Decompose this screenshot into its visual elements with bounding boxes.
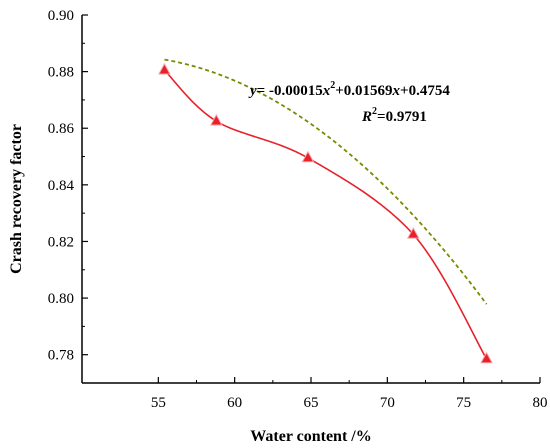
x-tick-label: 70: [380, 395, 395, 411]
data-point-marker: [301, 150, 315, 163]
r2-value: =0.9791: [377, 109, 427, 125]
data-point-marker: [406, 227, 420, 239]
series-line-layer: [163, 69, 488, 360]
x-tick-label: 55: [151, 395, 166, 411]
y-tick-label: 0.78: [48, 348, 74, 364]
eq-part-1: = -0.00015: [257, 83, 323, 99]
y-tick-label: 0.90: [48, 8, 74, 24]
series-marker-layer: [158, 62, 493, 364]
x-tick-label: 75: [456, 395, 471, 411]
x-axis-title: Water content /%: [250, 428, 371, 445]
data-point-marker: [158, 62, 171, 75]
y-tick-label: 0.84: [48, 178, 75, 194]
y-tick-label: 0.80: [48, 291, 74, 307]
fit-equation-label: y= -0.00015x2+0.01569x+0.4754: [248, 80, 450, 99]
x-axis-ticks: 55 60 65 70 75 80: [151, 377, 548, 411]
y-tick-label: 0.86: [48, 121, 75, 137]
y-tick-label: 0.82: [48, 234, 74, 250]
y-axis-title: Crash recovery factor: [8, 124, 25, 274]
plot-frame: [81, 15, 540, 384]
x-tick-label: 80: [533, 395, 548, 411]
eq-part-2: +0.01569: [335, 83, 392, 99]
r-squared-label: R2=0.9791: [361, 106, 427, 125]
eq-x-symbol-2: x: [392, 83, 401, 99]
x-tick-label: 65: [304, 395, 319, 411]
data-point-marker: [210, 113, 223, 126]
r2-symbol: R: [361, 109, 372, 125]
y-tick-label: 0.88: [48, 65, 74, 81]
series-line: [163, 69, 488, 360]
data-point-marker: [480, 351, 493, 364]
r2-superscript: 2: [372, 106, 377, 117]
eq-superscript: 2: [330, 80, 335, 91]
eq-y-symbol: y: [248, 83, 257, 99]
eq-part-3: +0.4754: [400, 83, 450, 99]
x-tick-label: 60: [227, 395, 242, 411]
y-axis-ticks: 0.78 0.80 0.82 0.84 0.86 0.88 0.90: [48, 8, 88, 364]
eq-x-symbol: x: [322, 83, 331, 99]
